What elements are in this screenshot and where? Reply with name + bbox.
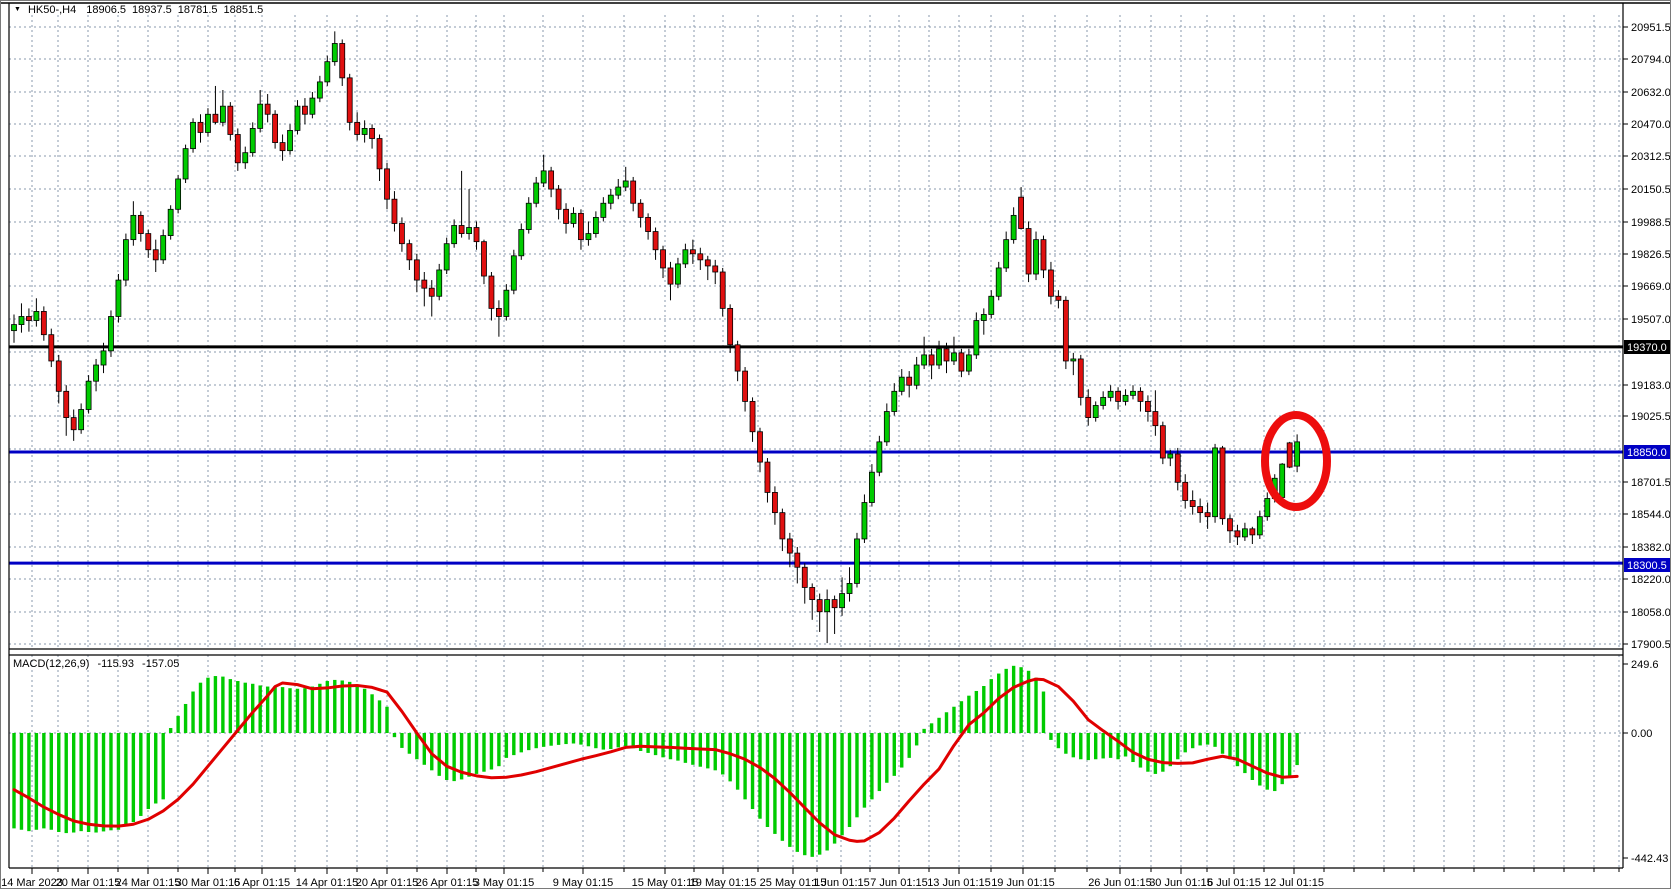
date-label: 6 Jul 01:15 [1207,877,1261,889]
price-label: 18701.5 [1631,477,1671,489]
price-label: 20470.0 [1631,119,1671,131]
date-label: 1 Jun 01:15 [812,877,870,889]
price-label: 18544.0 [1631,509,1671,521]
date-label: 30 Mar 01:15 [176,877,241,889]
price-label: 17900.5 [1631,639,1671,651]
price-badge [1624,445,1670,459]
macd-indicator-label: MACD(12,26,9) -115.93 -157.05 [13,658,184,670]
macd-histogram [12,665,1299,857]
ohlc-low-value: 18781.5 [177,4,218,16]
chart-title-bar: ▼ HK50-,H4 18906.5 18937.5 18781.5 18851… [14,4,269,16]
ohlc-high-value: 18937.5 [132,4,172,16]
date-label: 30 Jun 01:15 [1149,877,1213,889]
red-circle-annotation[interactable] [1261,411,1331,511]
macd-name-label: MACD(12,26,9) [13,658,90,670]
price-badge-label: 18300.5 [1627,560,1667,572]
macd-signal-line [12,677,1299,843]
price-badge [1624,558,1670,572]
macd-signal-value-label: -157.05 [142,658,180,670]
date-label: 3 May 01:15 [474,877,535,889]
price-badge-label: 18850.0 [1627,447,1667,459]
date-label: 15 May 01:15 [632,877,699,889]
price-label: 19183.0 [1631,380,1671,392]
grid-lines [9,15,1623,868]
panel-borders [1,2,1670,869]
price-label: 19507.0 [1631,314,1671,326]
price-label: 18382.0 [1631,542,1671,554]
date-label: 12 Jul 01:15 [1264,877,1324,889]
date-label: 9 May 01:15 [553,877,614,889]
price-label: 19988.5 [1631,217,1671,229]
price-label: 20794.0 [1631,54,1671,66]
date-label: 25 May 01:15 [760,877,827,889]
horizontal-level-lines[interactable] [9,345,1623,565]
date-label: 14 Apr 01:15 [296,877,358,889]
date-label: 6 Apr 01:15 [234,877,290,889]
date-label: 14 Mar 2023 [1,877,63,889]
chevron-down-icon[interactable]: ▼ [14,5,21,13]
price-label: 20150.5 [1631,184,1671,196]
price-badge-label: 19370.0 [1627,342,1667,354]
macd-axis-label: 249.6 [1631,659,1659,671]
date-label: 20 Mar 01:15 [56,877,121,889]
price-label: 19025.5 [1631,411,1671,423]
price-label: 18058.0 [1631,607,1671,619]
macd-axis-label: 0.00 [1631,728,1652,740]
date-label: 19 May 01:15 [690,877,757,889]
date-label: 19 Jun 01:15 [991,877,1055,889]
price-axis[interactable]: 20951.5 20794.0 20632.0 20470.0 20312.5 20150… [1623,22,1671,865]
date-label: 24 Mar 01:15 [116,877,181,889]
price-badge [1624,340,1670,354]
macd-axis-label: -442.43 [1631,853,1668,865]
date-label: 20 Apr 01:15 [356,877,418,889]
ohlc-close-value: 18851.5 [223,4,264,16]
price-label: 19669.0 [1631,281,1671,293]
macd-value-label: -115.93 [97,658,134,670]
price-label: 18220.0 [1631,574,1671,586]
price-label: 20632.0 [1631,87,1671,99]
date-label: 26 Jun 01:15 [1088,877,1152,889]
symbol-period-label: HK50-,H4 [27,4,77,16]
date-label: 13 Jun 01:15 [927,877,991,889]
price-label: 20312.5 [1631,151,1671,163]
price-label: 19826.5 [1631,249,1671,261]
date-label: 7 Jun 01:15 [870,877,928,889]
date-label: 26 Apr 01:15 [416,877,478,889]
candlestick-series [11,31,1301,644]
price-label: 20951.5 [1631,22,1671,34]
ohlc-open-value: 18906.5 [86,4,126,16]
